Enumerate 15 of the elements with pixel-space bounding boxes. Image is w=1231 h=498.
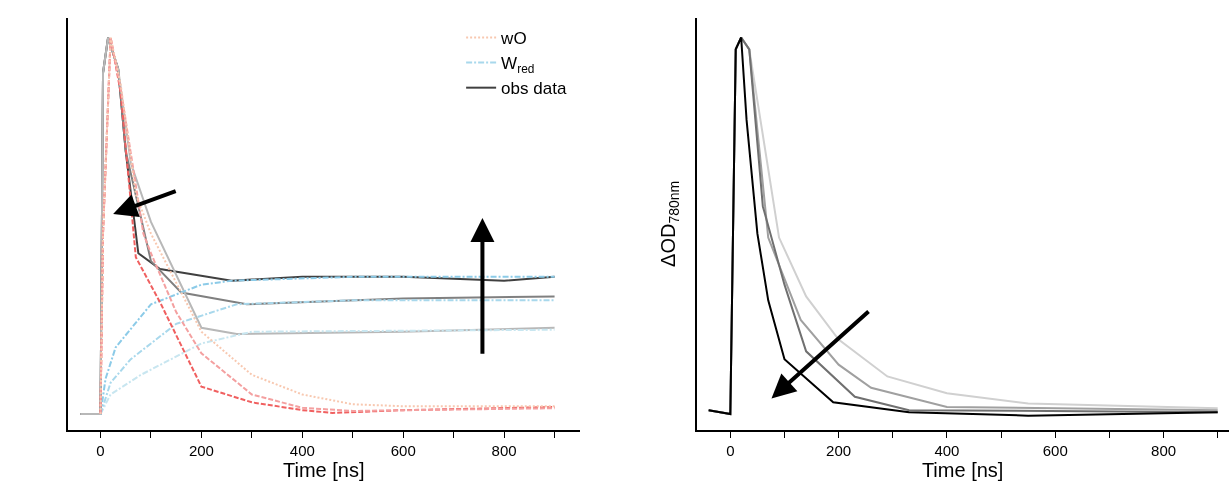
legend-label: obs data — [501, 79, 567, 99]
x-tick-label: 200 — [826, 441, 852, 459]
x-axis-title: Time [ns] — [283, 458, 365, 481]
x-tick-label: 800 — [491, 441, 517, 459]
x-tick-label: 0 — [96, 441, 105, 459]
x-axis-title: Time [ns] — [921, 458, 1004, 481]
x-tick-label: 400 — [289, 441, 315, 459]
legend-label: W$_{red}$ — [501, 54, 535, 76]
legend-label: wO — [500, 29, 527, 49]
x-tick-label: 0 — [726, 441, 735, 459]
x-tick-label: 400 — [934, 441, 960, 459]
x-tick-label: 200 — [188, 441, 214, 459]
x-tick-label: 600 — [390, 441, 416, 459]
x-tick-label: 600 — [1042, 441, 1068, 459]
x-tick-label: 800 — [1151, 441, 1177, 459]
